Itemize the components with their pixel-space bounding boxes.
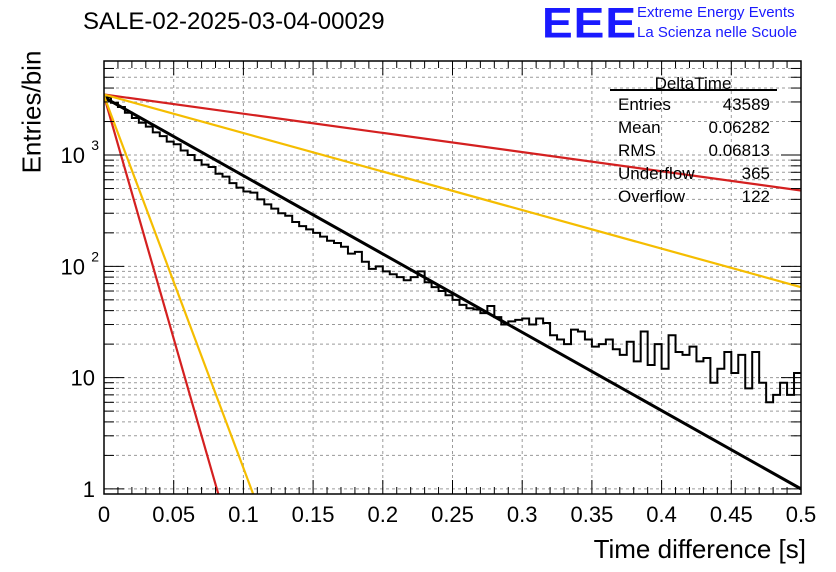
- eee-logo: EEE: [542, 0, 638, 47]
- x-tick-label: 0.05: [152, 502, 195, 527]
- y-tick-label: 10: [61, 254, 85, 279]
- stats-box-title: DeltaTime: [655, 74, 732, 93]
- x-tick-label: 0.15: [292, 502, 335, 527]
- stats-label: Overflow: [618, 187, 686, 206]
- stats-value: 365: [742, 164, 770, 183]
- logo-subtitle-line1: Extreme Energy Events: [637, 4, 795, 21]
- x-tick-label: 0.45: [710, 502, 753, 527]
- y-tick-exponent: 2: [91, 248, 99, 264]
- y-tick-exponent: 3: [91, 137, 99, 153]
- y-tick-label: 10: [71, 366, 95, 391]
- x-tick-label: 0.2: [368, 502, 399, 527]
- axes: [103, 60, 802, 495]
- y-tick-label: 1: [83, 477, 95, 502]
- stats-value: 43589: [723, 95, 770, 114]
- x-tick-label: 0: [98, 502, 110, 527]
- stats-label: Entries: [618, 95, 671, 114]
- x-tick-label: 0.4: [646, 502, 677, 527]
- chart-title: SALE-02-2025-03-04-00029: [83, 8, 385, 35]
- stats-box: DeltaTime Entries 43589 Mean 0.06282 RMS 0.06…: [610, 74, 777, 206]
- x-axis-label: Time difference [s]: [593, 534, 806, 564]
- tick-labels: 0 0.05 0.1 0.15 0.2 0.25 0.3 0.35 0.4 0.45 0.5 1 10 1…: [61, 137, 817, 527]
- fit-line: [104, 93, 801, 192]
- y-tick-label: 10: [61, 143, 85, 168]
- stats-value: 0.06813: [709, 141, 770, 160]
- stats-label: Mean: [618, 118, 661, 137]
- stats-label: RMS: [618, 141, 656, 160]
- x-tick-label: 0.1: [228, 502, 259, 527]
- fit-line: [104, 95, 255, 494]
- stats-value: 0.06282: [709, 118, 770, 137]
- histogram-steps: [104, 96, 801, 404]
- x-tick-label: 0.25: [431, 502, 474, 527]
- fit-line: [104, 93, 801, 289]
- logo-subtitle-line2: La Scienza nelle Scuole: [637, 24, 798, 41]
- stats-label: Underflow: [618, 164, 695, 183]
- fit-line: [104, 95, 220, 494]
- data-series: [104, 93, 801, 494]
- x-tick-label: 0.3: [507, 502, 538, 527]
- x-tick-label: 0.5: [786, 502, 817, 527]
- y-axis-label: Entries/bin: [16, 50, 47, 174]
- stats-value: 122: [742, 187, 770, 206]
- x-tick-label: 0.35: [570, 502, 613, 527]
- fit-line: [104, 96, 801, 491]
- grid-lines: [104, 60, 801, 494]
